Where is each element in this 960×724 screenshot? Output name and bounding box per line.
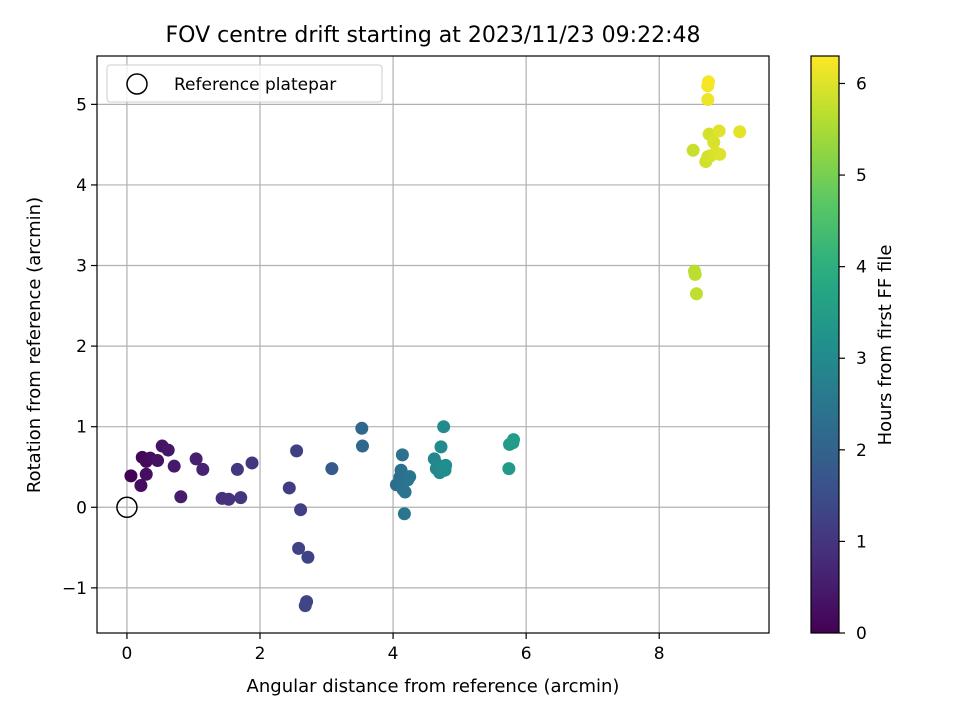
x-tick-label: 8	[654, 644, 665, 664]
colorbar-tick-label: 5	[856, 166, 867, 186]
colorbar-tick-label: 0	[856, 624, 867, 644]
data-point	[507, 433, 521, 447]
data-point	[139, 467, 153, 481]
data-point	[701, 93, 715, 107]
data-point	[712, 124, 726, 138]
data-point	[151, 454, 165, 468]
data-points	[116, 75, 747, 613]
data-point	[189, 452, 203, 466]
chart-title: FOV centre drift starting at 2023/11/23 …	[166, 23, 701, 48]
colorbar-gradient	[810, 55, 840, 634]
data-point	[395, 448, 409, 462]
colorbar-tick-label: 6	[856, 74, 867, 94]
x-tick-label: 2	[255, 644, 266, 664]
legend-marker	[126, 73, 148, 95]
y-tick-label: 1	[76, 418, 87, 438]
legend-label: Reference platepar	[174, 75, 336, 95]
y-tick-label: 0	[76, 498, 87, 518]
y-tick-label: 5	[76, 95, 87, 115]
data-point	[294, 503, 308, 517]
data-point	[161, 443, 175, 457]
data-point	[230, 462, 244, 476]
reference-marker	[116, 496, 138, 519]
data-point	[325, 462, 339, 476]
y-tick-label: 2	[76, 337, 87, 357]
data-point	[397, 507, 411, 521]
data-point	[689, 287, 703, 301]
x-tick-label: 0	[122, 644, 133, 664]
data-point	[733, 125, 747, 139]
data-point	[355, 421, 369, 435]
axes: 0 2 4 6 8 −1 0 1 2 3 4 5	[62, 55, 770, 664]
data-point	[437, 420, 451, 434]
data-point	[134, 479, 148, 493]
legend: Reference platepar	[106, 64, 383, 103]
data-point	[502, 462, 516, 476]
colorbar-tick-label: 1	[856, 532, 867, 552]
data-point	[167, 459, 181, 473]
data-point	[174, 490, 188, 504]
data-point	[398, 485, 412, 499]
data-point	[234, 491, 248, 505]
x-axis-label: Angular distance from reference (arcmin)	[247, 676, 620, 697]
colorbar: 0 1 2 3 4 5 6	[810, 55, 867, 644]
colorbar-tick-label: 3	[856, 349, 867, 369]
y-tick-label: 3	[76, 257, 87, 277]
data-point	[688, 267, 702, 281]
data-point	[713, 147, 727, 161]
data-point	[298, 599, 312, 613]
data-point	[701, 75, 715, 89]
data-point	[245, 456, 259, 470]
legend-box	[106, 64, 383, 103]
y-tick-label: 4	[76, 176, 87, 196]
colorbar-label: Hours from first FF file	[875, 245, 896, 446]
x-tick-label: 4	[388, 644, 399, 664]
colorbar-tick-label: 4	[856, 258, 867, 278]
data-point	[403, 470, 417, 484]
y-tick-label: −1	[62, 579, 87, 599]
data-point	[434, 440, 448, 454]
data-point	[301, 550, 315, 564]
data-point	[707, 135, 721, 149]
data-point	[355, 439, 369, 453]
y-axis-label: Rotation from reference (arcmin)	[24, 197, 45, 493]
colorbar-tick-label: 2	[856, 441, 867, 461]
grid-lines	[97, 56, 769, 633]
data-point	[439, 458, 453, 472]
data-point	[196, 462, 210, 476]
plot-frame	[96, 55, 770, 634]
data-point	[282, 481, 296, 495]
data-point	[124, 469, 138, 483]
data-point	[292, 541, 306, 555]
data-point	[686, 143, 700, 157]
data-point	[290, 444, 304, 458]
data-point	[222, 492, 236, 506]
x-tick-label: 6	[521, 644, 532, 664]
